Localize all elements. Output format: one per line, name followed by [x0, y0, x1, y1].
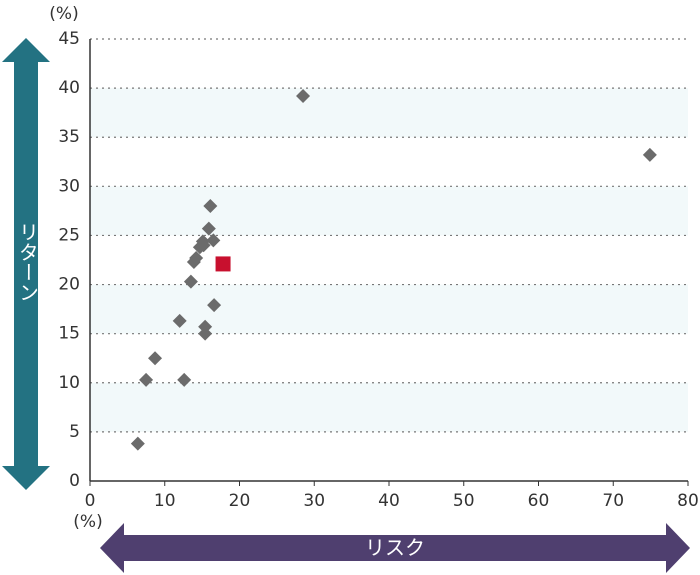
- band: [90, 186, 688, 236]
- band: [90, 284, 688, 334]
- point: [148, 351, 163, 366]
- y-tick-label: 0: [69, 471, 80, 491]
- y-tick-label: 5: [69, 422, 80, 442]
- y-axis-label: リターン: [16, 222, 40, 302]
- y-tick-label: 40: [58, 78, 80, 98]
- x-tick-label: 0: [85, 491, 96, 511]
- x-tick-label: 50: [453, 491, 475, 511]
- y-tick-label: 20: [58, 275, 80, 295]
- y-tick-label: 45: [58, 29, 80, 49]
- point: [201, 221, 216, 236]
- x-tick-label: 40: [378, 491, 400, 511]
- x-unit: (%): [73, 512, 102, 532]
- band: [90, 382, 688, 432]
- point: [206, 233, 221, 248]
- x-tick-label: 80: [677, 491, 699, 511]
- x-tick-label: 10: [154, 491, 176, 511]
- point: [198, 326, 213, 341]
- point: [172, 313, 187, 328]
- point: [130, 436, 145, 451]
- point: [139, 372, 154, 387]
- y-tick-label: 25: [58, 225, 80, 245]
- point: [207, 298, 222, 313]
- x-tick-label: 30: [303, 491, 325, 511]
- x-tick-label: 60: [528, 491, 550, 511]
- point: [642, 147, 657, 162]
- y-tick-label: 10: [58, 373, 80, 393]
- point: [296, 88, 311, 103]
- y-arrow: [2, 38, 50, 490]
- y-tick-label: 30: [58, 176, 80, 196]
- point: [189, 251, 204, 266]
- point: [177, 372, 192, 387]
- band: [90, 88, 688, 138]
- y-unit: (%): [49, 4, 78, 24]
- x-tick-label: 70: [602, 491, 624, 511]
- point: [183, 274, 198, 289]
- bands: [90, 88, 688, 432]
- x-tick-label: 20: [229, 491, 251, 511]
- point: [196, 238, 211, 253]
- x-axis-label: リスク: [365, 536, 425, 560]
- point: [203, 198, 218, 213]
- y-tick-label: 15: [58, 324, 80, 344]
- y-tick-label: 35: [58, 127, 80, 147]
- x-arrow: [100, 523, 690, 573]
- point: [215, 256, 231, 272]
